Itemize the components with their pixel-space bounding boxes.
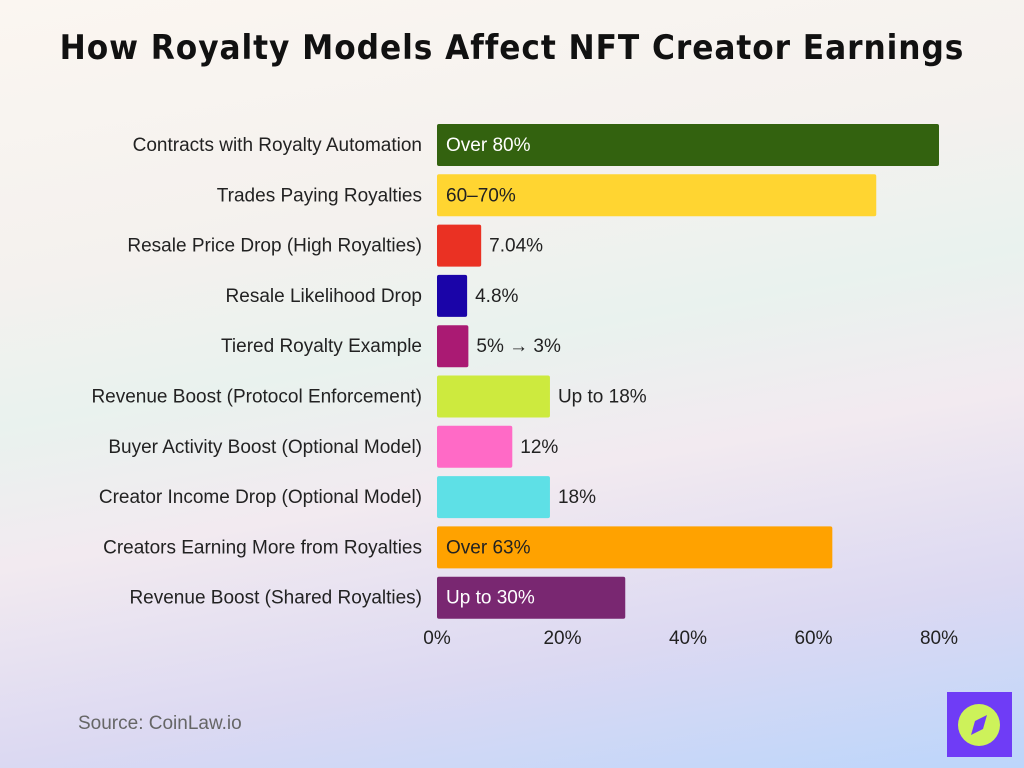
x-tick-label: 20% (543, 628, 581, 649)
category-label: Contracts with Royalty Automation (133, 135, 422, 156)
bar (437, 274, 468, 317)
bar (437, 375, 550, 418)
bar (437, 476, 550, 519)
logo (947, 692, 1012, 757)
category-label: Resale Price Drop (High Royalties) (127, 236, 422, 257)
data-label: 18% (558, 487, 596, 508)
source-text: Source: CoinLaw.io (78, 713, 242, 734)
bar (437, 425, 513, 468)
bar (437, 224, 482, 267)
category-label: Resale Likelihood Drop (226, 286, 422, 307)
bar (437, 576, 626, 619)
data-label: Up to 30% (446, 588, 535, 609)
x-tick-label: 40% (669, 628, 707, 649)
category-label: Buyer Activity Boost (Optional Model) (108, 437, 422, 458)
data-label: 5% → 3% (476, 336, 561, 357)
data-label: 12% (520, 437, 558, 458)
category-label: Tiered Royalty Example (221, 336, 422, 357)
x-tick-label: 60% (794, 628, 832, 649)
data-label: 60–70% (446, 185, 516, 206)
data-label: Over 80% (446, 135, 531, 156)
bar (437, 174, 877, 217)
data-label: 7.04% (489, 236, 543, 257)
category-label: Revenue Boost (Protocol Enforcement) (91, 387, 422, 408)
data-label: Up to 18% (558, 387, 647, 408)
bar (437, 124, 939, 166)
data-label: 4.8% (475, 286, 518, 307)
category-label: Creators Earning More from Royalties (103, 537, 422, 558)
chart-title: How Royalty Models Affect NFT Creator Ea… (59, 28, 965, 68)
category-label: Revenue Boost (Shared Royalties) (129, 588, 422, 609)
bar (437, 325, 469, 368)
bar (437, 526, 833, 569)
x-tick-label: 80% (920, 628, 958, 649)
data-label: Over 63% (446, 537, 531, 558)
category-label: Trades Paying Royalties (217, 185, 422, 206)
x-tick-label: 0% (423, 628, 451, 649)
category-label: Creator Income Drop (Optional Model) (99, 487, 422, 508)
compass-icon (958, 704, 1000, 746)
